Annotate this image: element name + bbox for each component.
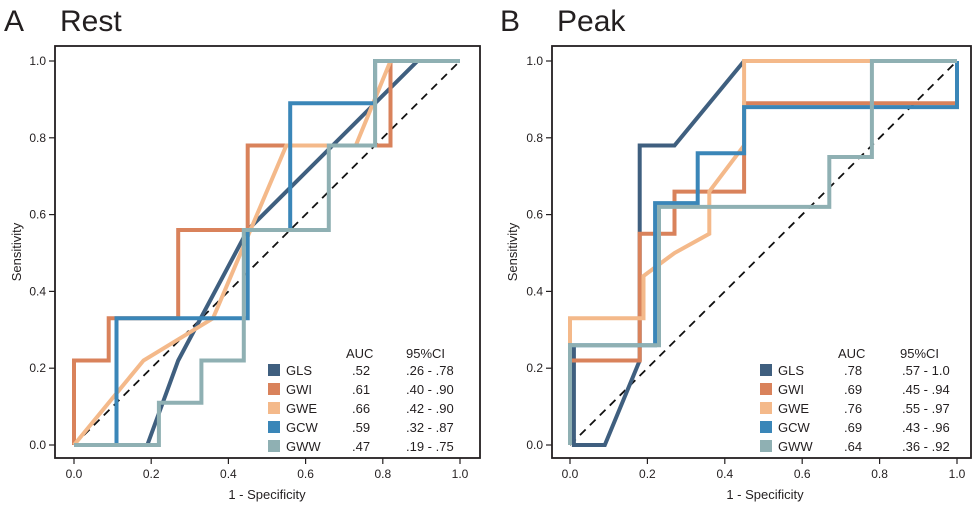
legend-ci-value: .40 - .90 xyxy=(406,382,454,397)
legend: AUC 95%CI GLS .52 .26 - .78 GWI .61 .40 - .90… xyxy=(268,346,454,454)
x-tick-label: 0.4 xyxy=(716,467,733,481)
legend-auc-value: .76 xyxy=(844,401,862,416)
roc-line-gwe xyxy=(568,59,957,445)
panel-peak: B Peak 1 - Specificity Sensitivity 0.0 0.… xyxy=(500,5,972,502)
legend-swatch-gwe xyxy=(760,402,772,414)
legend-label: GWE xyxy=(286,401,317,416)
legend-auc-value: .64 xyxy=(844,439,862,454)
legend-auc-value: .66 xyxy=(352,401,370,416)
x-tick-label: 0.8 xyxy=(871,467,888,481)
legend-swatch-gwi xyxy=(268,383,280,395)
legend-auc-value: .52 xyxy=(352,363,370,378)
legend-swatch-gwe xyxy=(268,402,280,414)
legend-label: GWW xyxy=(286,439,321,454)
panel-title-rest: Rest xyxy=(60,5,122,38)
legend-label: GCW xyxy=(778,420,811,435)
legend-ci-value: .55 - .97 xyxy=(902,401,950,416)
x-tick-label: 1.0 xyxy=(949,467,966,481)
plot-frame xyxy=(54,45,481,459)
x-axis-label: 1 - Specificity xyxy=(228,487,306,502)
y-tick-label: 0.8 xyxy=(29,131,46,145)
x-tick-label: 0.0 xyxy=(562,467,579,481)
legend-ci-value: .57 - 1.0 xyxy=(902,363,950,378)
legend: AUC 95%CI GLS .78 .57 - 1.0 GWI .69 .45 - .94… xyxy=(760,346,950,454)
x-tick-label: 0.0 xyxy=(66,467,83,481)
legend-swatch-gls xyxy=(760,364,772,376)
roc-line-gww xyxy=(568,59,957,445)
legend-ci-value: .26 - .78 xyxy=(406,363,454,378)
legend-ci-value: .42 - .90 xyxy=(406,401,454,416)
y-tick-label: 0.6 xyxy=(29,208,46,222)
y-tick-label: 1.0 xyxy=(29,54,46,68)
legend-auc-value: .69 xyxy=(844,382,862,397)
legend-label: GWW xyxy=(778,439,813,454)
legend-swatch-gww xyxy=(268,440,280,452)
legend-label: GCW xyxy=(286,420,319,435)
legend-ci-value: .36 - .92 xyxy=(902,439,950,454)
legend-ci-value: .32 - .87 xyxy=(406,420,454,435)
legend-header-auc: AUC xyxy=(838,346,865,361)
y-tick-label: 0.0 xyxy=(526,438,543,452)
chance-diagonal-line xyxy=(569,60,958,446)
panel-title-peak: Peak xyxy=(557,5,626,38)
plot-frame xyxy=(551,45,972,459)
y-axis-label: Sensitivity xyxy=(9,222,24,281)
legend-header-auc: AUC xyxy=(346,346,373,361)
y-tick-label: 1.0 xyxy=(526,54,543,68)
y-axis-label: Sensitivity xyxy=(505,222,520,281)
legend-label: GWE xyxy=(778,401,809,416)
legend-label: GWI xyxy=(778,382,804,397)
legend-header-ci: 95%CI xyxy=(900,346,939,361)
legend-label: GLS xyxy=(778,363,804,378)
x-axis-label: 1 - Specificity xyxy=(726,487,804,502)
panel-letter-a: A xyxy=(4,5,24,38)
legend-header-ci: 95%CI xyxy=(406,346,445,361)
panel-rest: A Rest 1 - Specificity Sensitivity 0.0 0.… xyxy=(4,5,481,502)
legend-auc-value: .69 xyxy=(844,420,862,435)
legend-swatch-gww xyxy=(760,440,772,452)
roc-line-gls xyxy=(74,59,460,447)
legend-auc-value: .61 xyxy=(352,382,370,397)
legend-label: GLS xyxy=(286,363,312,378)
legend-auc-value: .47 xyxy=(352,439,370,454)
x-tick-label: 0.2 xyxy=(143,467,160,481)
legend-swatch-gwi xyxy=(760,383,772,395)
x-tick-label: 0.8 xyxy=(374,467,391,481)
y-tick-label: 0.8 xyxy=(526,131,543,145)
legend-auc-value: .78 xyxy=(844,363,862,378)
legend-ci-value: .19 - .75 xyxy=(406,439,454,454)
y-tick-label: 0.2 xyxy=(526,361,543,375)
chance-diagonal-line xyxy=(73,60,461,446)
legend-label: GWI xyxy=(286,382,312,397)
x-tick-label: 0.6 xyxy=(297,467,314,481)
y-tick-label: 0.0 xyxy=(29,438,46,452)
legend-swatch-gls xyxy=(268,364,280,376)
y-tick-label: 0.4 xyxy=(526,284,543,298)
roc-line-gww xyxy=(74,59,460,447)
y-tick-label: 0.4 xyxy=(29,284,46,298)
x-tick-label: 0.6 xyxy=(794,467,811,481)
legend-ci-value: .45 - .94 xyxy=(902,382,950,397)
legend-ci-value: .43 - .96 xyxy=(902,420,950,435)
y-tick-label: 0.6 xyxy=(526,208,543,222)
y-tick-label: 0.2 xyxy=(29,361,46,375)
legend-swatch-gcw xyxy=(268,421,280,433)
roc-line-gwi xyxy=(72,59,460,445)
legend-auc-value: .59 xyxy=(352,420,370,435)
x-tick-label: 0.2 xyxy=(639,467,656,481)
x-tick-label: 0.4 xyxy=(220,467,237,481)
panel-letter-b: B xyxy=(500,5,520,38)
legend-swatch-gcw xyxy=(760,421,772,433)
x-tick-label: 1.0 xyxy=(452,467,469,481)
